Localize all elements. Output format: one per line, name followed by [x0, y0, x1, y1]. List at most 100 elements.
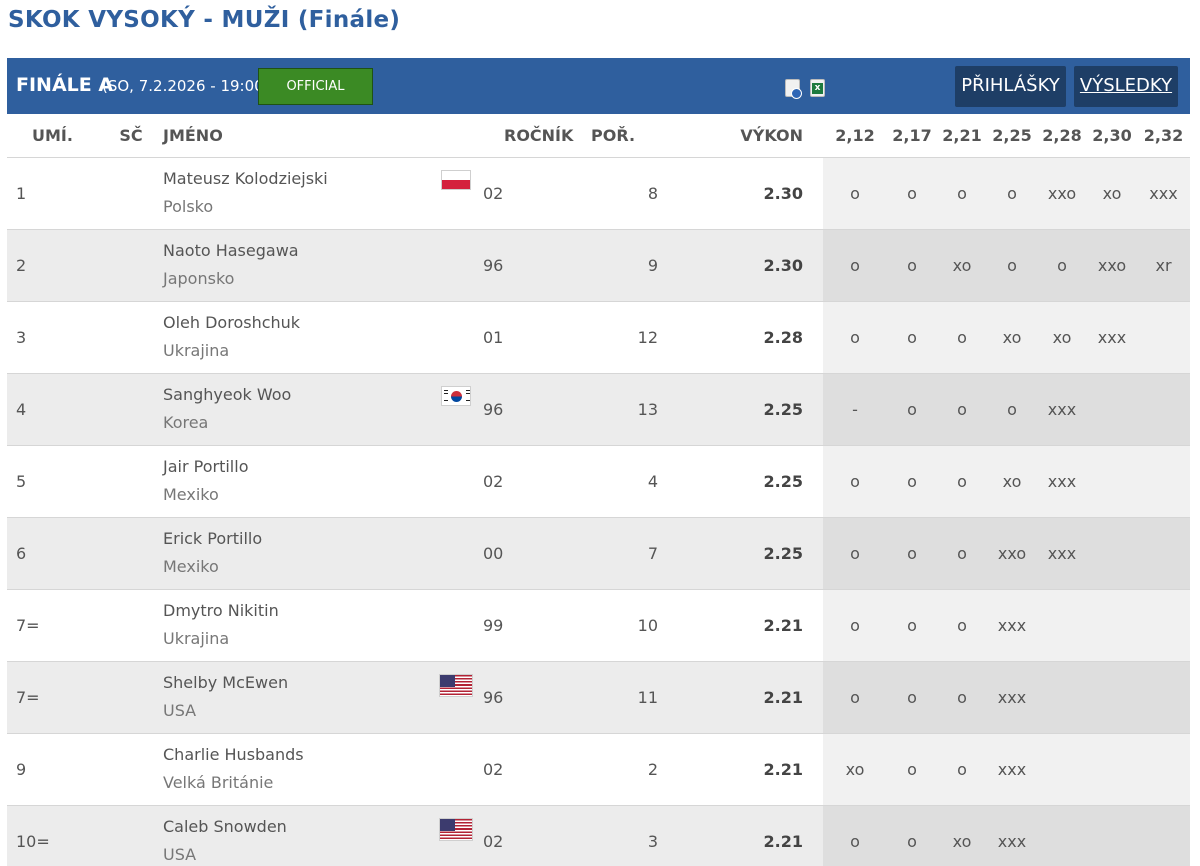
table-row[interactable]: 3 Oleh Doroshchuk Ukrajina 01 12 2.28 o o o xo xo x… — [7, 301, 1190, 373]
rank-cell: 6 — [16, 543, 27, 563]
col-height-header: 2,30 — [1092, 125, 1132, 145]
col-height-header: 2,21 — [942, 125, 982, 145]
pdf-icon[interactable] — [785, 79, 802, 99]
athlete-country: Mexiko — [163, 557, 219, 576]
athlete-name[interactable]: Sanghyeok Woo — [163, 385, 292, 404]
table-row[interactable]: 9 Charlie Husbands Velká Británie 02 2 2.21 xo… — [7, 733, 1190, 805]
attempt-cell: o — [937, 445, 987, 517]
attempt-cell: o — [823, 589, 887, 661]
attempt-cell: o — [937, 589, 987, 661]
athlete-country: Polsko — [163, 197, 214, 216]
attempt-cell: xxo — [1087, 229, 1137, 301]
round-header-bar: FINÁLE A (SO, 7.2.2026 - 19:00) OFFICIAL… — [7, 58, 1190, 114]
order-cell: 10 — [637, 615, 658, 635]
rank-cell: 7= — [16, 615, 40, 635]
flag-cell — [429, 805, 483, 866]
athlete-cell: Charlie Husbands Velká Británie — [163, 733, 429, 805]
attempt-cell: o — [937, 373, 987, 445]
bib-cell — [99, 373, 163, 445]
attempt-cell — [1137, 445, 1190, 517]
col-year-header[interactable]: ROČNÍK — [504, 125, 574, 145]
athlete-country: Korea — [163, 413, 209, 432]
col-name-header[interactable]: JMÉNO — [163, 125, 223, 145]
attempt-cell: xo — [1037, 301, 1087, 373]
attempt-cell: o — [887, 229, 937, 301]
attempt-cell: o — [987, 373, 1037, 445]
attempt-cell — [1137, 373, 1190, 445]
athlete-cell: Erick Portillo Mexiko — [163, 517, 429, 589]
table-row[interactable]: 1 Mateusz Kolodziejski Polsko 02 8 2.30 o o o o xx… — [7, 157, 1190, 229]
year-cell: 02 — [483, 831, 504, 851]
bib-cell — [99, 157, 163, 229]
col-rank-header[interactable]: UMÍ. — [32, 125, 73, 145]
flag-cell — [429, 301, 483, 373]
col-order-header[interactable]: POŘ. — [591, 125, 636, 145]
athlete-name[interactable]: Jair Portillo — [163, 457, 249, 476]
col-bib-header[interactable]: SČ — [119, 125, 143, 145]
attempt-cell: xxo — [987, 517, 1037, 589]
entries-button[interactable]: PŘIHLÁŠKY — [955, 66, 1066, 107]
order-cell: 13 — [637, 399, 658, 419]
performance-cell: 2.21 — [763, 759, 803, 779]
table-row[interactable]: 7= Shelby McEwen USA 96 11 2.21 o o o xxx — [7, 661, 1190, 733]
performance-cell: 2.30 — [763, 183, 803, 203]
col-height-header: 2,32 — [1143, 125, 1184, 145]
attempt-cell: xo — [987, 301, 1037, 373]
attempt-cell: o — [887, 301, 937, 373]
athlete-name[interactable]: Mateusz Kolodziejski — [163, 169, 328, 188]
flag-cell — [429, 445, 483, 517]
table-row[interactable]: 5 Jair Portillo Mexiko 02 4 2.25 o o o xo xxx — [7, 445, 1190, 517]
athlete-cell: Shelby McEwen USA — [163, 661, 429, 733]
attempt-cell: xxx — [1037, 445, 1087, 517]
attempt-cell — [1037, 733, 1087, 805]
performance-cell: 2.25 — [763, 543, 803, 563]
attempt-cell: o — [823, 805, 887, 866]
athlete-cell: Sanghyeok Woo Korea — [163, 373, 429, 445]
year-cell: 96 — [483, 399, 504, 419]
order-cell: 3 — [647, 831, 658, 851]
bib-cell — [99, 805, 163, 866]
athlete-cell: Dmytro Nikitin Ukrajina — [163, 589, 429, 661]
year-cell: 96 — [483, 687, 504, 707]
col-height-header: 2,12 — [835, 125, 875, 145]
athlete-name[interactable]: Dmytro Nikitin — [163, 601, 279, 620]
athlete-name[interactable]: Oleh Doroshchuk — [163, 313, 301, 332]
results-button[interactable]: VÝSLEDKY — [1074, 66, 1178, 107]
attempt-cell — [1087, 589, 1137, 661]
attempt-cell: xr — [1137, 229, 1190, 301]
attempt-cell — [1137, 301, 1190, 373]
athlete-country: USA — [163, 845, 197, 865]
attempt-cell — [1087, 373, 1137, 445]
table-row[interactable]: 7= Dmytro Nikitin Ukrajina 99 10 2.21 o o o xxx — [7, 589, 1190, 661]
athlete-name[interactable]: Shelby McEwen — [163, 673, 289, 692]
col-height-header: 2,28 — [1042, 125, 1082, 145]
attempt-cell: xxx — [987, 805, 1037, 866]
attempt-cell: o — [823, 445, 887, 517]
athlete-name[interactable]: Erick Portillo — [163, 529, 263, 548]
attempt-cell — [1087, 445, 1137, 517]
page-title: SKOK VYSOKÝ - MUŽI (Finále) — [8, 7, 401, 33]
flag-us-icon — [439, 817, 473, 841]
athlete-country: Ukrajina — [163, 629, 230, 648]
performance-cell: 2.30 — [763, 255, 803, 275]
table-row[interactable]: 6 Erick Portillo Mexiko 00 7 2.25 o o o xxo xxx — [7, 517, 1190, 589]
table-row[interactable]: 4 Sanghyeok Woo Korea 96 13 2.25- o o o xxx — [7, 373, 1190, 445]
year-cell: 01 — [483, 327, 504, 347]
athlete-name[interactable]: Naoto Hasegawa — [163, 241, 299, 260]
table-row[interactable]: 2 Naoto Hasegawa Japonsko 96 9 2.30 o o xo o o xxo x… — [7, 229, 1190, 301]
excel-icon[interactable] — [810, 79, 825, 97]
attempt-cell — [1087, 733, 1137, 805]
bib-cell — [99, 301, 163, 373]
attempt-cell: o — [887, 661, 937, 733]
attempt-cell: xo — [937, 229, 987, 301]
athlete-name[interactable]: Charlie Husbands — [163, 745, 304, 764]
order-cell: 12 — [637, 327, 658, 347]
attempt-cell: o — [887, 517, 937, 589]
order-cell: 2 — [647, 759, 658, 779]
attempt-cell: o — [987, 229, 1037, 301]
athlete-name[interactable]: Caleb Snowden — [163, 817, 287, 837]
table-row[interactable]: 10= Caleb Snowden USA 02 3 2.21 o o xo xxx — [7, 805, 1190, 866]
col-flag-header — [429, 114, 483, 157]
flag-kr-icon — [441, 385, 471, 406]
col-performance-header[interactable]: VÝKON — [740, 125, 803, 145]
